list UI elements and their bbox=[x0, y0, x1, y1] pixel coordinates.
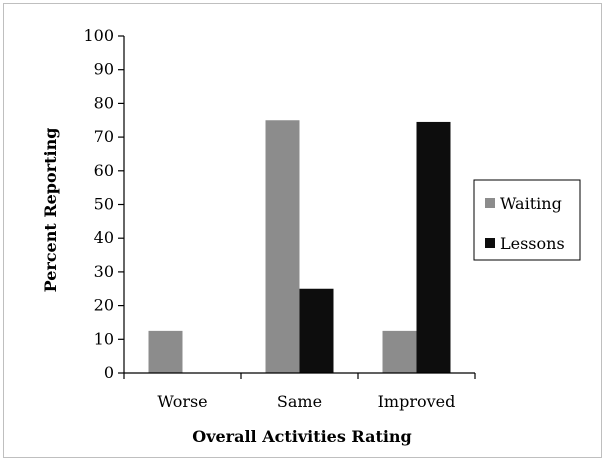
bar-waiting-worse bbox=[148, 330, 183, 373]
x-tick-label: Worse bbox=[157, 392, 207, 411]
bar-waiting-same bbox=[265, 120, 300, 373]
y-tick-label: 60 bbox=[94, 161, 114, 180]
y-tick-label: 50 bbox=[94, 195, 114, 214]
bar-lessons-same bbox=[299, 288, 334, 373]
chart-frame bbox=[3, 3, 602, 458]
bars bbox=[148, 120, 451, 373]
y-tick-label: 70 bbox=[94, 127, 114, 146]
y-tick-label: 100 bbox=[83, 26, 114, 45]
x-axis-title: Overall Activities Rating bbox=[192, 427, 411, 446]
y-tick-label: 90 bbox=[94, 60, 114, 79]
x-tick-label: Same bbox=[277, 392, 322, 411]
y-tick-label: 20 bbox=[94, 296, 114, 315]
legend-box bbox=[473, 179, 581, 261]
x-tick-label: Improved bbox=[378, 392, 456, 411]
bar-waiting-improved bbox=[382, 330, 417, 373]
y-tick-label: 80 bbox=[94, 93, 114, 112]
y-axis-ticks: 0 10 20 30 40 50 60 70 80 90 100 bbox=[83, 26, 124, 382]
legend: Waiting Lessons bbox=[473, 179, 581, 261]
y-tick-label: 0 bbox=[104, 363, 114, 382]
legend-label-lessons: Lessons bbox=[500, 234, 565, 253]
legend-swatch-lessons bbox=[485, 238, 495, 248]
y-tick-label: 30 bbox=[94, 262, 114, 281]
y-tick-label: 40 bbox=[94, 228, 114, 247]
y-tick-label: 10 bbox=[94, 329, 114, 348]
y-axis-title: Percent Reporting bbox=[41, 128, 60, 293]
x-axis-ticks: Worse Same Improved bbox=[123, 373, 476, 411]
bar-lessons-improved bbox=[416, 121, 451, 373]
legend-label-waiting: Waiting bbox=[500, 194, 562, 213]
legend-swatch-waiting bbox=[485, 198, 495, 208]
